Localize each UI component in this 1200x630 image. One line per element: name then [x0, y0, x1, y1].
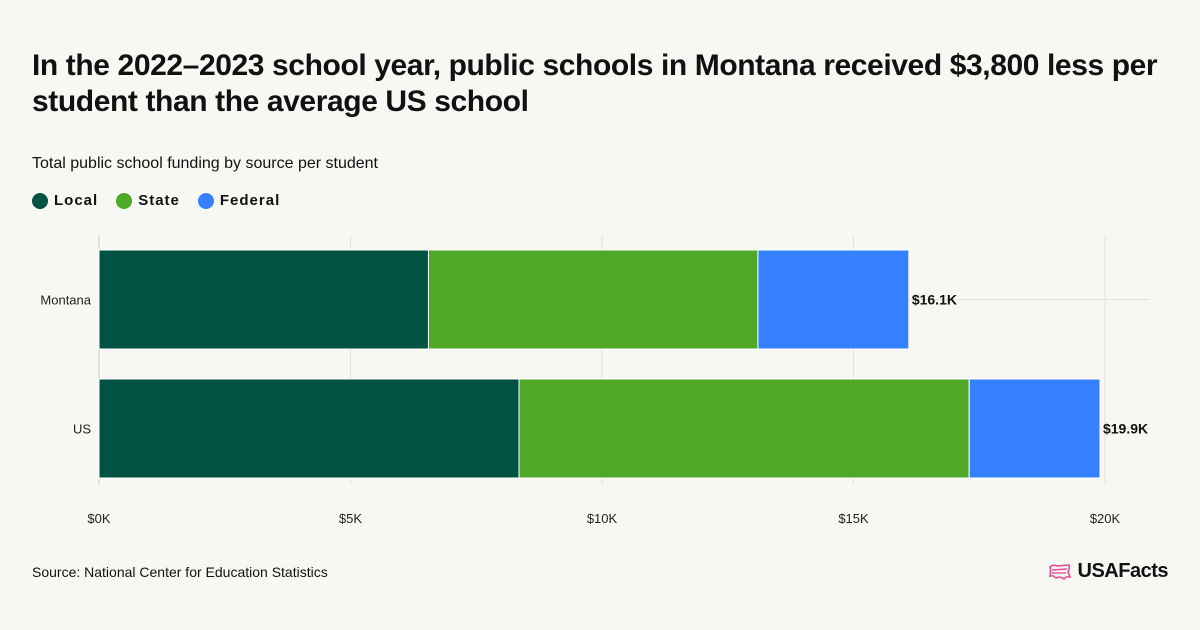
- legend-label-state: State: [138, 192, 180, 209]
- bar-montana-local: [98, 249, 429, 350]
- chart-subtitle: Total public school funding by source pe…: [32, 155, 378, 172]
- bar-montana-state: [427, 249, 759, 350]
- source-note: Source: National Center for Education St…: [32, 564, 328, 580]
- bar-montana-federal: [757, 249, 910, 350]
- legend-item-state: State: [116, 192, 180, 209]
- total-label: $16.1K: [912, 292, 957, 308]
- legend-label-federal: Federal: [219, 192, 281, 209]
- legend-swatch-federal: [197, 192, 214, 209]
- x-tick-label: $20K: [1090, 511, 1121, 526]
- x-tick-label: $10K: [587, 511, 618, 526]
- total-label: $19.9K: [1103, 421, 1148, 437]
- legend-item-federal: Federal: [197, 192, 281, 209]
- brand-logo: USAFacts: [1048, 560, 1169, 583]
- category-label: Montana: [40, 293, 91, 308]
- bar-us-local: [98, 378, 520, 479]
- legend-swatch-local: [32, 192, 48, 209]
- legend-label-local: Local: [54, 192, 99, 209]
- chart-title: In the 2022–2023 school year, public sch…: [32, 49, 1158, 118]
- x-tick-label: $0K: [87, 511, 110, 526]
- legend-item-local: Local: [32, 192, 98, 209]
- brand-name: USAFacts: [1077, 560, 1169, 582]
- stacked-bar-chart: $0K $5K $10K $15K $20K Montana $16.1K US $19.9K: [40, 235, 1150, 526]
- bar-us-state: [518, 378, 970, 479]
- chart-legend: Local State Federal: [32, 192, 280, 209]
- x-tick-label: $15K: [838, 511, 869, 526]
- bar-us-federal: [968, 378, 1101, 479]
- x-tick-label: $5K: [339, 511, 362, 526]
- us-map-flag-icon: [1048, 563, 1071, 580]
- category-label: US: [73, 422, 91, 437]
- legend-swatch-state: [116, 192, 133, 209]
